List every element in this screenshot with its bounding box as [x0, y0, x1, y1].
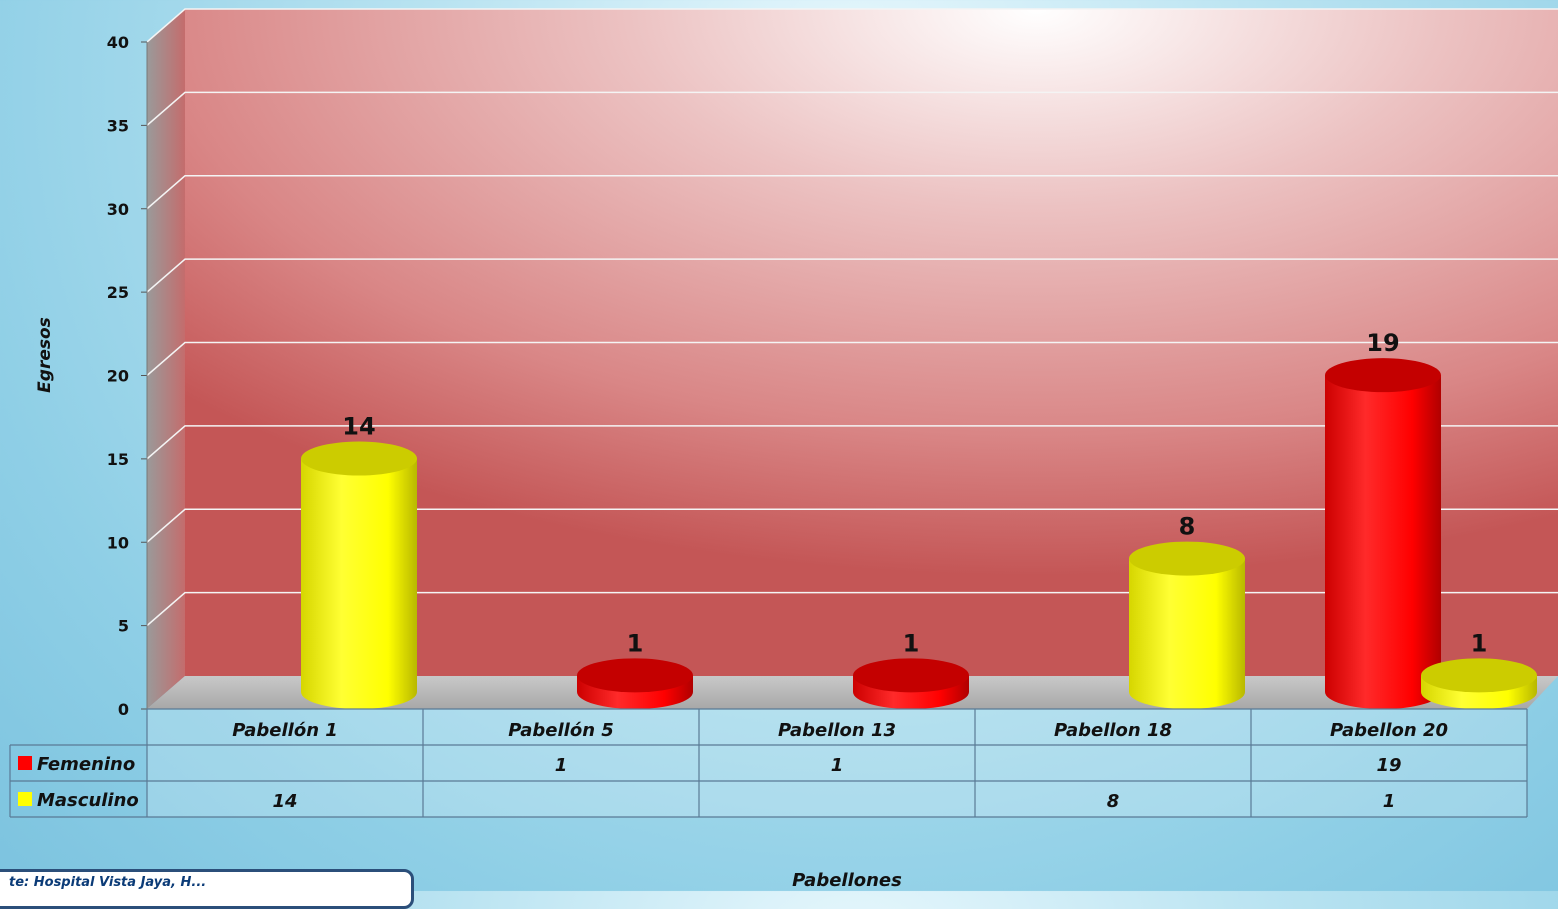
- y-tick-label: 0: [118, 700, 129, 719]
- bar-top: [853, 658, 969, 693]
- legend-key-masculino: [18, 792, 32, 806]
- data-label: 1: [627, 629, 644, 657]
- gridline: [146, 91, 1558, 126]
- gridline: [146, 341, 1558, 377]
- y-axis: 0 5 10 15 20 25 30 35 40: [107, 33, 148, 719]
- bar-top: [301, 441, 417, 476]
- y-tick-label: 40: [107, 33, 129, 52]
- y-tick-label: 5: [118, 617, 129, 636]
- data-table: Pabellón 1 Pabellón 5 Pabellon 13 Pabellon …: [9, 708, 1528, 818]
- y-axis-title: Egresos: [35, 317, 55, 393]
- bar-masculino-0: [301, 441, 417, 709]
- bar-body: [1325, 375, 1441, 709]
- gridlines: [146, 8, 1558, 627]
- x-axis-title: Pabellones: [792, 870, 902, 891]
- bar-top: [1129, 541, 1245, 576]
- y-tick-label: 15: [107, 450, 129, 469]
- gridline: [146, 8, 1558, 43]
- table-value: 14: [272, 791, 297, 812]
- legend-key-femenino: [18, 756, 32, 770]
- data-label: 19: [1366, 329, 1399, 357]
- legend-label-femenino: Femenino: [37, 754, 135, 775]
- source-note: te: Hospital Vista Jaya, H...: [9, 875, 207, 890]
- gridline: [146, 258, 1558, 293]
- bar-body: [301, 458, 417, 709]
- table-value: 1: [831, 755, 844, 776]
- bars: [301, 358, 1537, 709]
- data-label: 1: [1471, 629, 1488, 657]
- table-category-label: Pabellon 13: [778, 720, 896, 741]
- bar-top: [1421, 658, 1537, 693]
- table-bg: [147, 709, 1527, 817]
- bar-femenino-1: [577, 658, 693, 709]
- legend-label-masculino: Masculino: [37, 790, 139, 811]
- bar-top: [1325, 358, 1441, 393]
- y-tick-label: 35: [107, 116, 129, 135]
- table-category-label: Pabellon 20: [1330, 720, 1448, 741]
- table-category-label: Pabellón 5: [508, 720, 614, 741]
- table-category-label: Pabellón 1: [232, 720, 338, 741]
- y-tick-label: 20: [107, 367, 129, 386]
- bar-femenino-2: [853, 658, 969, 709]
- gridline: [146, 425, 1558, 460]
- source-note-box: te: Hospital Vista Jaya, H...: [0, 869, 414, 909]
- gridline: [146, 508, 1558, 543]
- y-tick-label: 30: [107, 200, 129, 219]
- bar-masculino-4: [1421, 658, 1537, 709]
- bar-masculino-3: [1129, 541, 1245, 709]
- gridline: [146, 175, 1558, 210]
- gridline: [146, 591, 1558, 627]
- table-category-label: Pabellon 18: [1054, 720, 1172, 741]
- bar-femenino-4: [1325, 358, 1441, 709]
- table-value: 1: [555, 755, 568, 776]
- y-tick-label: 10: [107, 533, 129, 552]
- data-label: 14: [342, 413, 375, 441]
- y-tick-label: 25: [107, 283, 129, 302]
- data-label: 8: [1179, 513, 1196, 541]
- table-value: 19: [1376, 755, 1401, 776]
- bar-top: [577, 658, 693, 693]
- table-value: 8: [1107, 791, 1120, 812]
- bar-body: [1129, 558, 1245, 709]
- data-label: 1: [903, 629, 920, 657]
- table-value: 1: [1383, 791, 1396, 812]
